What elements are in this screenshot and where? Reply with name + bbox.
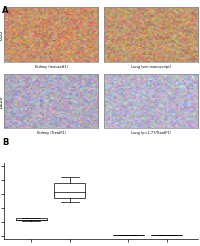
- Y-axis label: B220: B220: [0, 95, 4, 108]
- X-axis label: Lung (see manuscript): Lung (see manuscript): [131, 65, 171, 69]
- Bar: [16, 218, 47, 220]
- X-axis label: Kidney (TreatP1): Kidney (TreatP1): [37, 131, 66, 135]
- Text: B: B: [2, 138, 8, 147]
- Text: A: A: [2, 6, 8, 15]
- X-axis label: Kidney (mouse#1): Kidney (mouse#1): [35, 65, 68, 69]
- Bar: [54, 183, 85, 198]
- Y-axis label: CD3: CD3: [0, 30, 4, 40]
- X-axis label: Lung (p=1-77/TreatP1): Lung (p=1-77/TreatP1): [131, 131, 171, 135]
